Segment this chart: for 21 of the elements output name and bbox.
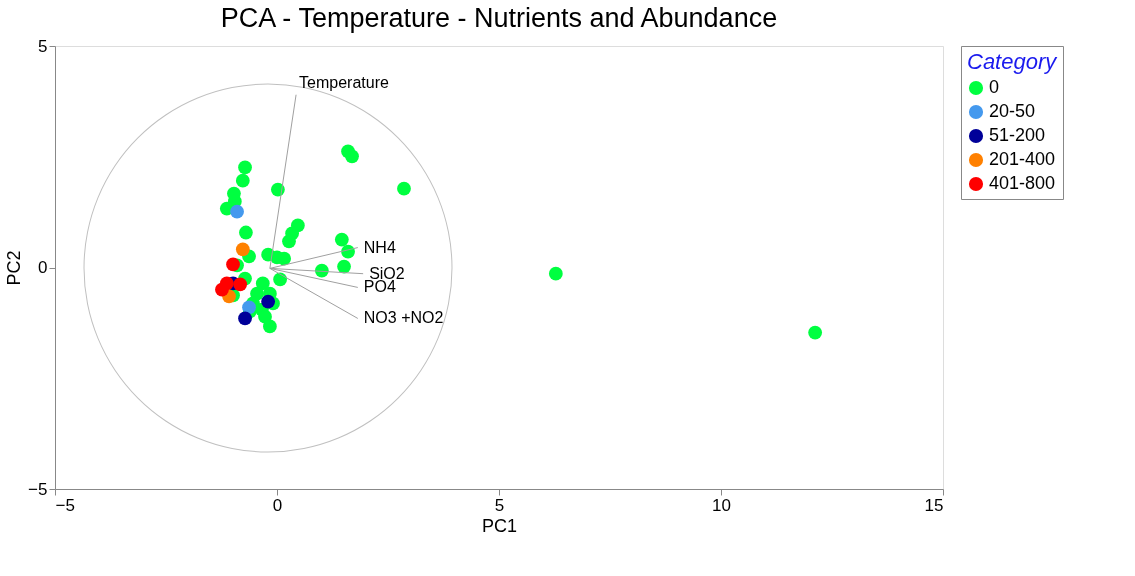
legend-label: 0 xyxy=(989,77,1000,97)
x-tick-label: 15 xyxy=(924,495,944,515)
legend-label: 201-400 xyxy=(989,149,1056,169)
x-tick-label: −5 xyxy=(55,495,75,515)
series-label: Temperature xyxy=(299,73,390,91)
legend-label: 401-800 xyxy=(989,173,1056,193)
legend-title: Category xyxy=(967,49,1059,74)
y-axis-title: PC2 xyxy=(4,250,25,286)
legend-label: 51-200 xyxy=(989,125,1046,145)
series-label: NO3 +NO2 xyxy=(363,309,444,327)
y-tick-label: −5 xyxy=(28,479,48,499)
series-label: PO4 xyxy=(363,278,396,296)
chart-title: PCA - Temperature - Nutrients and Abundance xyxy=(220,3,778,33)
x-tick-label: 10 xyxy=(712,495,731,515)
y-tick-label: 5 xyxy=(38,36,48,56)
x-axis-title: PC1 xyxy=(481,515,518,536)
series-label: NH4 xyxy=(363,238,396,256)
x-tick-label: 0 xyxy=(272,495,283,515)
legend-label: 20-50 xyxy=(989,101,1036,121)
x-tick-label: 5 xyxy=(494,495,505,515)
y-tick-label: 0 xyxy=(38,258,48,277)
